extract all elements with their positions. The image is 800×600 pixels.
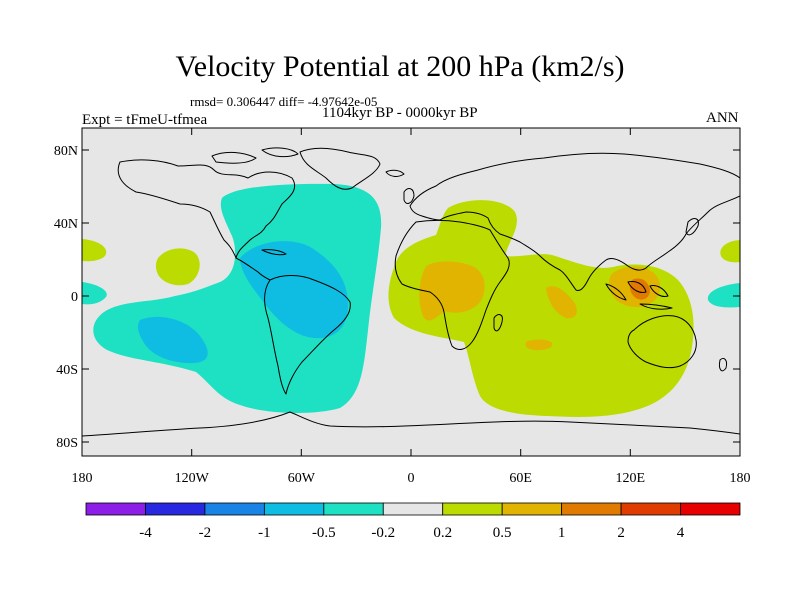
colorbar-label: -0.5 xyxy=(312,525,336,541)
contour-neg-light-eastedge xyxy=(707,283,740,308)
plot-title: Velocity Potential at 200 hPa (km2/s) xyxy=(175,50,625,83)
contour-pos-mid-indian-ocean xyxy=(525,339,553,351)
colorbar-swatch xyxy=(145,502,206,516)
colorbar: -4 -2 -1 -0.5 -0.2 0.2 0.5 1 2 4 xyxy=(85,502,741,541)
coastline-cuba xyxy=(261,249,287,256)
contour-pos-light-pacific-blob xyxy=(155,248,200,286)
coastline-greenland xyxy=(299,147,381,190)
experiment-label: Expt = tFmeU-tfmea xyxy=(82,112,208,128)
time-period: 1104kyr BP - 0000kyr BP xyxy=(322,105,478,121)
colorbar-label: -0.2 xyxy=(371,525,395,541)
colorbar-label: -4 xyxy=(139,525,152,541)
colorbar-swatch xyxy=(323,502,384,516)
coastline-iceland xyxy=(385,169,405,177)
coastline-britain xyxy=(403,188,415,204)
lat-tick-label: 80S xyxy=(56,436,78,451)
lon-tick-label: 120E xyxy=(616,471,646,486)
coastline-antarctica xyxy=(82,411,740,437)
lat-tick-label: 80N xyxy=(54,144,78,159)
colorbar-swatch xyxy=(561,502,622,516)
coastline-indonesia xyxy=(605,281,673,310)
colorbar-swatch xyxy=(442,502,503,516)
lat-tick-label: 0 xyxy=(71,290,78,305)
coastlines xyxy=(82,147,740,437)
rmsd-value: rmsd= 0.306447 xyxy=(190,94,276,109)
coastline-africa xyxy=(394,220,510,350)
coastline-madagascar xyxy=(493,314,503,332)
coastline-central-america xyxy=(235,257,271,281)
contour-neg-mid-pacific xyxy=(137,316,208,364)
colorbar-label: 0.2 xyxy=(433,525,452,541)
colorbar-label: 0.5 xyxy=(493,525,512,541)
contour-neg-mid-south-america xyxy=(240,241,349,339)
contour-fill-layer xyxy=(82,183,740,417)
contour-pos-light-eurafrica xyxy=(388,200,694,417)
coastline-arctic-islands xyxy=(211,147,299,164)
coastline-new-zealand xyxy=(719,357,727,372)
colorbar-label: 2 xyxy=(617,525,625,541)
colorbar-label: -1 xyxy=(258,525,271,541)
colorbar-label: 4 xyxy=(677,525,685,541)
lon-tick-label: 120W xyxy=(175,471,210,486)
lon-tick-label: 60W xyxy=(288,471,316,486)
stats-line: rmsd= 0.306447 diff= -4.97642e-05 xyxy=(190,94,377,110)
coastline-north-america xyxy=(117,159,296,259)
lat-tick-label: 40S xyxy=(56,363,78,378)
coastline-eurasia xyxy=(409,152,740,291)
colorbar-swatch xyxy=(85,502,146,516)
contour-pos-mid-africa xyxy=(419,261,485,321)
contour-pos-mid-arabian-sea xyxy=(546,286,577,319)
season-label: ANN xyxy=(706,110,739,126)
coastline-japan xyxy=(685,218,699,236)
colorbar-swatch xyxy=(501,502,563,516)
colorbar-swatch xyxy=(204,502,265,516)
diff-value: diff= -4.97642e-05 xyxy=(278,94,378,109)
contour-neg-light-westedge xyxy=(82,282,107,305)
colorbar-label: -2 xyxy=(199,525,212,541)
axis-layer: 80N 40N 0 40S 80S 180 120W 60W 0 60E 120E 180 xyxy=(54,128,751,486)
contour-pos-strong-indonesia xyxy=(629,278,650,300)
colorbar-swatch xyxy=(620,502,681,516)
coastline-south-america xyxy=(264,275,351,395)
coastline-australia xyxy=(627,315,697,369)
colorbar-label: 1 xyxy=(558,525,566,541)
lat-tick-label: 40N xyxy=(54,217,78,232)
lon-tick-label: 180 xyxy=(730,471,751,486)
colorbar-swatch xyxy=(382,502,444,516)
contour-pos-light-eastedge xyxy=(720,240,740,263)
colorbar-swatch xyxy=(680,502,741,516)
lon-tick-label: 60E xyxy=(509,471,532,486)
contour-pos-light-westedge xyxy=(82,239,107,262)
colorbar-swatch xyxy=(263,502,325,516)
lon-tick-label: 180 xyxy=(72,471,93,486)
lon-tick-label: 0 xyxy=(408,471,415,486)
